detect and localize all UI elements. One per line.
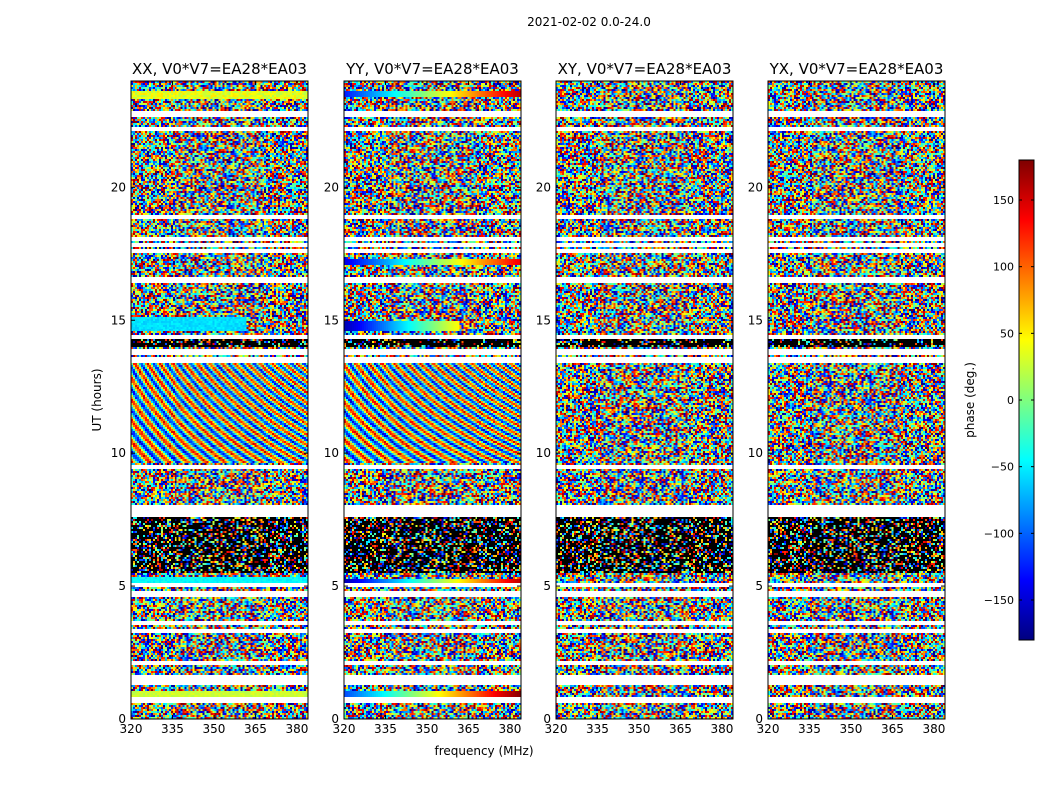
- y-tick-label: 5: [755, 579, 763, 593]
- y-tick-label: 10: [324, 446, 339, 460]
- y-tick-label: 10: [748, 446, 763, 460]
- panel-title: XY, V0*V7=EA28*EA03: [558, 60, 732, 78]
- colorbar-tick-label: 50: [1000, 327, 1014, 340]
- x-tick-label: 350: [628, 722, 651, 736]
- x-tick-label: 335: [161, 722, 184, 736]
- heatmap-image: [131, 81, 308, 719]
- colorbar-label: phase (deg.): [963, 362, 977, 438]
- axes-frame: [130, 80, 309, 720]
- y-tick-label: 15: [111, 313, 126, 327]
- panel-1: XX, V0*V7=EA28*EA03 320 335 350 365 380 0 5 10 15…: [111, 60, 309, 736]
- colorbar-tick-label: 100: [993, 261, 1014, 274]
- y-tick-label: 20: [324, 180, 339, 194]
- x-tick-label: 350: [203, 722, 226, 736]
- y-tick-label: 15: [748, 313, 763, 327]
- x-tick-label: 320: [120, 722, 143, 736]
- x-tick-label: 365: [881, 722, 904, 736]
- x-tick-label: 380: [498, 722, 521, 736]
- x-tick-label: 335: [586, 722, 609, 736]
- x-axis-label: frequency (MHz): [434, 744, 533, 758]
- axes-frame: [767, 80, 946, 720]
- panels-group: XX, V0*V7=EA28*EA03 320 335 350 365 380 0 5 10 15…: [111, 60, 946, 736]
- x-tick-label: 320: [333, 722, 356, 736]
- y-tick-label: 20: [536, 180, 551, 194]
- x-tick-label: 380: [285, 722, 308, 736]
- y-tick-label: 15: [536, 313, 551, 327]
- panel-title: XX, V0*V7=EA28*EA03: [132, 60, 307, 78]
- x-tick-label: 380: [922, 722, 945, 736]
- y-tick-label: 5: [543, 579, 551, 593]
- axes-frame: [343, 80, 522, 720]
- panel-title: YY, V0*V7=EA28*EA03: [345, 60, 519, 78]
- panel-title: YX, V0*V7=EA28*EA03: [769, 60, 944, 78]
- x-tick-label: 365: [244, 722, 267, 736]
- panel-4: YX, V0*V7=EA28*EA03 320 335 350 365 380 0 5 10 15…: [748, 60, 946, 736]
- y-tick-label: 10: [536, 446, 551, 460]
- heatmap-image: [556, 81, 733, 719]
- panel-2: YY, V0*V7=EA28*EA03 320 335 350 365 380 0 5 10 15…: [324, 60, 522, 736]
- y-tick-label: 15: [324, 313, 339, 327]
- y-tick-label: 0: [331, 712, 339, 726]
- x-tick-label: 320: [545, 722, 568, 736]
- y-tick-label: 0: [118, 712, 126, 726]
- x-tick-label: 350: [840, 722, 863, 736]
- x-tick-label: 365: [669, 722, 692, 736]
- axes-frame: [555, 80, 734, 720]
- x-tick-label: 350: [416, 722, 439, 736]
- colorbar-tick-label: −50: [991, 461, 1014, 474]
- figure-suptitle: 2021-02-02 0.0-24.0: [527, 15, 651, 29]
- x-tick-label: 335: [374, 722, 397, 736]
- panel-3: XY, V0*V7=EA28*EA03 320 335 350 365 380 0 5 10 15…: [536, 60, 734, 736]
- heatmap-image: [344, 81, 521, 719]
- y-tick-label: 20: [111, 180, 126, 194]
- y-tick-label: 0: [755, 712, 763, 726]
- colorbar-tick-label: 0: [1007, 394, 1014, 407]
- y-tick-label: 5: [331, 579, 339, 593]
- heatmap-image: [768, 81, 945, 719]
- y-tick-label: 20: [748, 180, 763, 194]
- x-tick-label: 320: [757, 722, 780, 736]
- y-tick-label: 10: [111, 446, 126, 460]
- y-tick-label: 5: [118, 579, 126, 593]
- colorbar-tick-label: −100: [984, 527, 1014, 540]
- x-tick-label: 365: [457, 722, 480, 736]
- x-tick-label: 335: [798, 722, 821, 736]
- colorbar-tick-label: −150: [984, 594, 1014, 607]
- colorbar: 150 100 50 0 −50 −100 −150: [984, 159, 1035, 641]
- colorbar-tick-label: 150: [993, 194, 1014, 207]
- y-tick-label: 0: [543, 712, 551, 726]
- y-axis-label: UT (hours): [90, 368, 104, 431]
- x-tick-label: 380: [710, 722, 733, 736]
